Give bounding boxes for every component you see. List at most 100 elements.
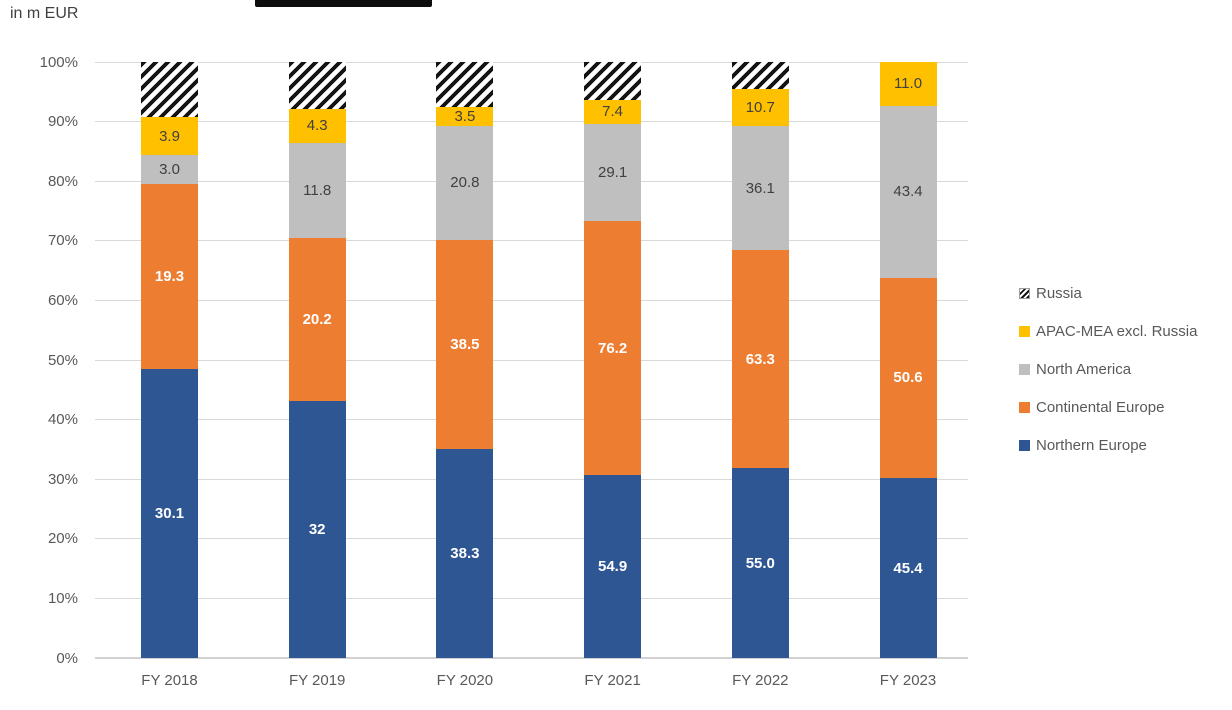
- bar-value-label: 10.7: [745, 98, 775, 116]
- bar-segment-russia: [731, 62, 789, 89]
- bar-value-label: 32: [308, 520, 326, 538]
- redacted-title-bar: [255, 0, 432, 7]
- gridline: [95, 240, 968, 242]
- bar-segment-north-america: 11.8: [288, 143, 346, 238]
- x-tick-label: FY 2020: [436, 672, 494, 689]
- bar-segment-apac-mea-excl-russia: 7.4: [584, 99, 642, 124]
- y-tick-label: 20%: [47, 530, 78, 548]
- y-tick-label: 30%: [47, 470, 78, 488]
- bar-segment-northern-europe: 38.3: [436, 449, 494, 658]
- bar-value-label: 63.3: [745, 350, 775, 368]
- bar-segment-northern-europe: 45.4: [879, 478, 937, 658]
- bar-value-label: 7.4: [602, 103, 624, 121]
- bar-value-label: 38.3: [450, 545, 480, 563]
- legend: Russia APAC-MEA excl. Russia North America…: [1019, 274, 1197, 464]
- x-tick-label: FY 2021: [584, 672, 641, 689]
- bar-segment-apac-mea-excl-russia: 3.9: [141, 117, 198, 155]
- bar-segment-apac-mea-excl-russia: 10.7: [731, 88, 789, 126]
- bar-column-fy-2020: 38.3 38.5 20.8 3.5: [436, 62, 494, 658]
- bar-segment-north-america: 36.1: [731, 125, 789, 251]
- bar-column-fy-2022: 55.0 63.3 36.1 10.7: [731, 62, 789, 658]
- bar-segment-north-america: 43.4: [879, 105, 937, 278]
- bar-segment-northern-europe: 30.1: [141, 368, 198, 658]
- bar-segment-north-america: 3.0: [141, 155, 198, 184]
- bar-segment-russia: [436, 62, 494, 108]
- x-tick-label: FY 2019: [288, 672, 346, 689]
- legend-label: Continental Europe: [1036, 398, 1165, 416]
- bar-value-label: 3.9: [159, 127, 180, 145]
- gridline: [95, 121, 968, 123]
- x-tick-label: FY 2022: [732, 672, 789, 689]
- bar-segment-continental-europe: 63.3: [731, 250, 789, 469]
- y-tick-label: 40%: [47, 411, 78, 429]
- gridline: [95, 359, 968, 361]
- x-axis-line: [95, 657, 968, 659]
- bar-segment-northern-europe: 55.0: [731, 468, 789, 658]
- axis-unit-label: in m EUR: [10, 5, 79, 22]
- y-tick-label: 80%: [47, 172, 78, 190]
- bar-segment-apac-mea-excl-russia: 11.0: [879, 62, 937, 106]
- y-tick-label: 50%: [47, 351, 78, 369]
- bar-value-label: 30.1: [154, 504, 185, 522]
- bar-segment-continental-europe: 19.3: [141, 183, 198, 369]
- bar-segment-north-america: 20.8: [436, 126, 494, 240]
- bar-segment-continental-europe: 38.5: [436, 239, 494, 450]
- legend-swatch-apac_mea: [1019, 325, 1030, 337]
- gridline: [95, 538, 968, 540]
- legend-item: APAC-MEA excl. Russia: [1019, 312, 1197, 350]
- y-tick-label: 70%: [47, 232, 78, 250]
- bar-value-label: 38.5: [450, 336, 480, 354]
- bar-column-fy-2018: 30.1 19.3 3.0 3.9: [141, 62, 198, 658]
- bar-segment-russia: [141, 62, 198, 118]
- bar-segment-continental-europe: 50.6: [879, 277, 937, 479]
- legend-swatch-north_america: [1019, 363, 1030, 375]
- bar-segment-continental-europe: 20.2: [288, 237, 346, 401]
- y-tick-label: 60%: [47, 291, 78, 309]
- bar-column-fy-2023: 45.4 50.6 43.4 11.0: [879, 62, 937, 658]
- bar-segment-northern-europe: 32: [288, 400, 346, 658]
- gridline: [95, 597, 968, 599]
- bar-value-label: 36.1: [745, 179, 775, 197]
- gridline: [95, 478, 968, 480]
- legend-label: Russia: [1036, 284, 1082, 302]
- plot-area: 30.1 19.3 3.0 3.9 32 20.2 11.8 4.3 38.3 38.5 20.8 3…: [95, 61, 968, 659]
- bar-value-label: 20.8: [450, 174, 480, 192]
- bar-segment-continental-europe: 76.2: [584, 221, 642, 476]
- bar-segment-apac-mea-excl-russia: 3.5: [436, 107, 494, 127]
- bar-value-label: 3.0: [159, 160, 180, 178]
- bar-column-fy-2019: 32 20.2 11.8 4.3: [288, 62, 346, 658]
- legend-label: APAC-MEA excl. Russia: [1036, 322, 1198, 340]
- bar-value-label: 19.3: [154, 267, 185, 285]
- bar-value-label: 20.2: [302, 310, 332, 328]
- bar-value-label: 29.1: [597, 164, 628, 182]
- bar-value-label: 11.8: [303, 181, 332, 199]
- bar-value-label: 4.3: [306, 117, 328, 135]
- bar-segment-north-america: 29.1: [584, 124, 642, 222]
- gridline: [95, 61, 968, 63]
- bar-segment-northern-europe: 54.9: [584, 475, 642, 658]
- bar-segment-russia: [584, 62, 642, 100]
- gridline: [95, 180, 968, 182]
- bar-value-label: 11.0: [893, 75, 923, 93]
- y-tick-label: 90%: [47, 113, 78, 131]
- x-tick-label: FY 2023: [879, 672, 937, 689]
- bar-segment-russia: [288, 62, 346, 109]
- gridline: [95, 419, 968, 421]
- bar-value-label: 50.6: [893, 369, 923, 387]
- legend-label: Northern Europe: [1036, 436, 1147, 454]
- y-tick-label: 10%: [47, 589, 78, 607]
- x-tick-label: FY 2018: [141, 672, 198, 689]
- bar-value-label: 45.4: [893, 559, 923, 577]
- legend-item: Continental Europe: [1019, 388, 1197, 426]
- legend-label: North America: [1036, 360, 1132, 378]
- bar-value-label: 76.2: [597, 339, 628, 357]
- legend-swatch-northern_europe: [1019, 439, 1030, 451]
- bar-segment-apac-mea-excl-russia: 4.3: [288, 108, 346, 144]
- legend-item: North America: [1019, 350, 1197, 388]
- gridline: [95, 299, 968, 301]
- bar-value-label: 54.9: [597, 558, 628, 576]
- legend-swatch-continental_europe: [1019, 401, 1030, 413]
- bar-column-fy-2021: 54.9 76.2 29.1 7.4: [584, 62, 642, 658]
- legend-swatch-russia: [1019, 287, 1030, 299]
